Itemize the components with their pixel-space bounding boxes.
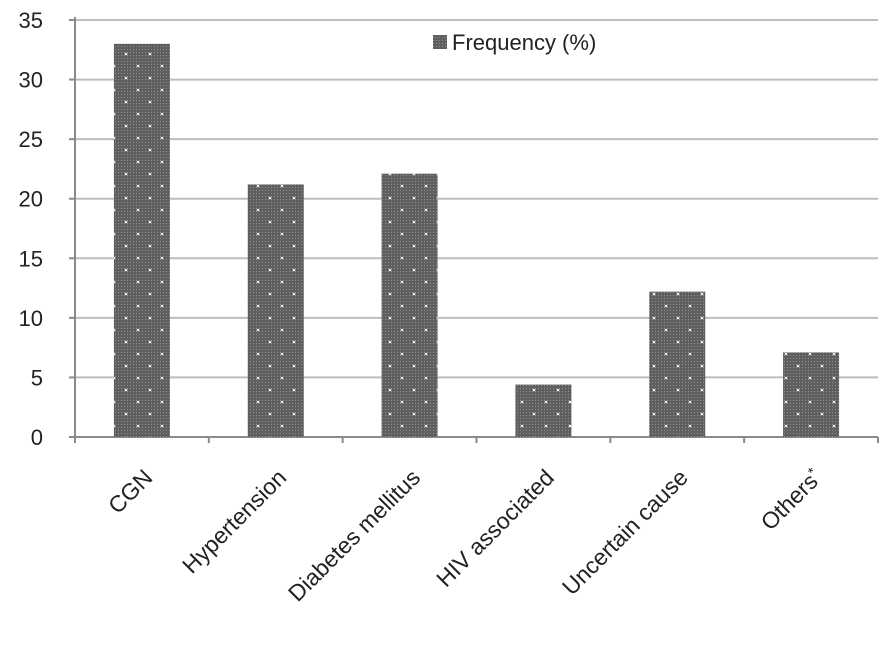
y-tick-label: 10 bbox=[19, 306, 43, 331]
category-name: HIV associated bbox=[431, 464, 559, 592]
x-tick-label: Uncertain cause bbox=[557, 464, 693, 600]
x-tick-label: Others* bbox=[756, 464, 827, 535]
bar bbox=[783, 352, 840, 437]
bar bbox=[381, 173, 438, 438]
category-name: CGN bbox=[103, 464, 158, 519]
y-tick-label: 35 bbox=[19, 8, 43, 33]
x-tick-label: Hypertension bbox=[177, 464, 291, 578]
x-tick-label: CGN bbox=[103, 464, 158, 519]
category-name: Uncertain cause bbox=[557, 464, 693, 600]
x-tick-label: HIV associated bbox=[431, 464, 559, 592]
y-tick-labels: 0 5 10 15 20 25 30 35 bbox=[19, 8, 43, 450]
category-name: Hypertension bbox=[177, 464, 291, 578]
y-tick-label: 15 bbox=[19, 246, 43, 271]
bar bbox=[113, 43, 170, 437]
gridlines bbox=[75, 19, 878, 379]
legend-swatch bbox=[433, 35, 447, 49]
y-tick-label: 0 bbox=[31, 425, 43, 450]
legend: Frequency (%) bbox=[433, 30, 596, 55]
legend-label: Frequency (%) bbox=[452, 30, 596, 55]
bars bbox=[113, 43, 840, 438]
bar bbox=[247, 184, 304, 437]
axes bbox=[69, 17, 879, 443]
y-tick-label: 20 bbox=[19, 187, 43, 212]
bar bbox=[515, 384, 572, 437]
category-name: Diabetes mellitus bbox=[283, 464, 425, 606]
x-tick-label: Diabetes mellitus bbox=[283, 464, 425, 606]
category-name: Others bbox=[756, 468, 823, 535]
y-tick-label: 5 bbox=[31, 365, 43, 390]
bar bbox=[649, 291, 706, 437]
y-tick-label: 25 bbox=[19, 127, 43, 152]
y-tick-label: 30 bbox=[19, 68, 43, 93]
